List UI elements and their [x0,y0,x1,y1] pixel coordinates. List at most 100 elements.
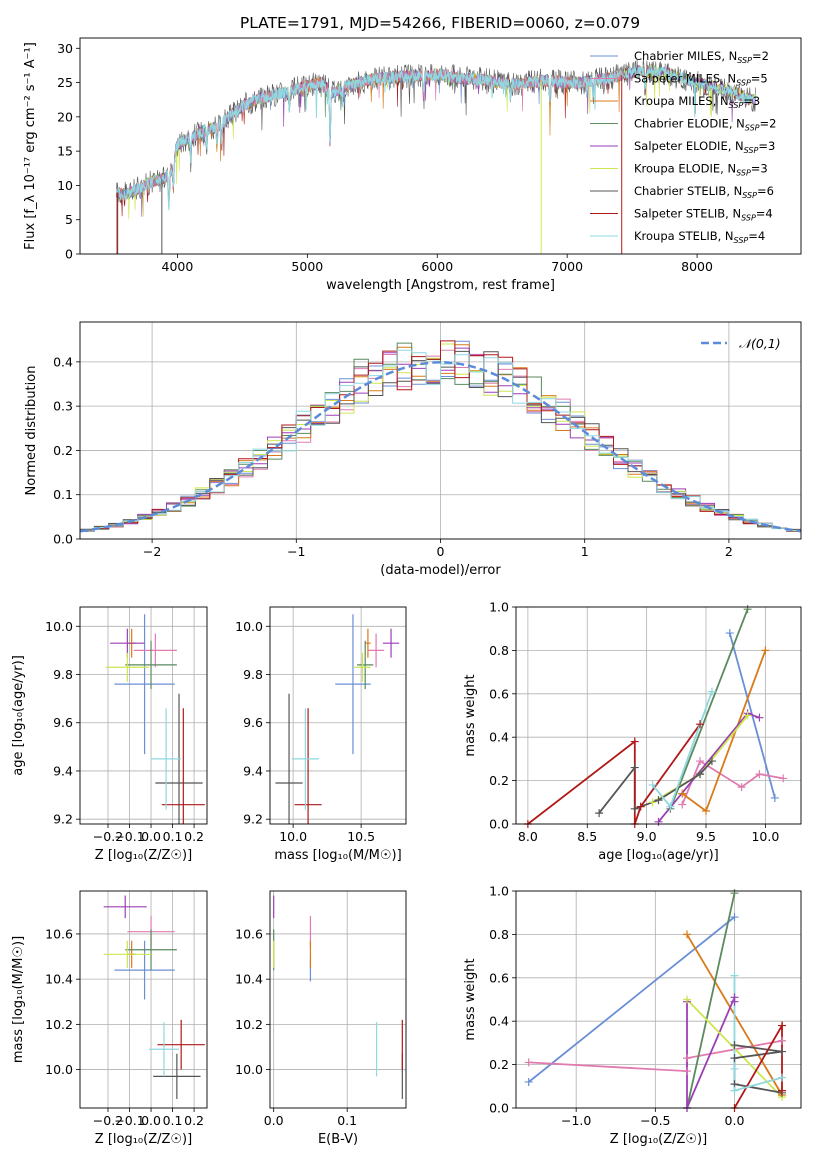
x-tick-label: −0.5 [640,1113,670,1128]
legend-label: Kroupa MILES, NSSP=3 [634,94,760,110]
gaussian-curve [80,361,801,533]
weight-marker [730,889,739,898]
y-tick-label: 9.2 [243,812,263,827]
y-tick-label: 9.6 [53,715,73,730]
legend-label-sub: SSP [736,169,751,178]
axes-frame [79,321,802,540]
y-tick-label: 20 [57,109,73,124]
legend-label: Chabrier MILES, NSSP=2 [634,49,769,65]
legend-label-text: Chabrier STELIB, N [634,184,742,198]
y-tick-label: 0.1 [53,487,73,502]
y-tick-label: 0.4 [53,354,73,369]
x-tick-label: 0 [437,544,445,559]
legend-label-sub: SSP [745,124,760,133]
x-axis-label: (data-model)/error [380,563,501,578]
y-tick-label: 9.4 [53,763,73,778]
x-axis-label: Z [log₁₀(Z/Z☉)] [610,1132,707,1147]
y-tick-label: 0.0 [53,532,73,547]
plot-area [115,58,756,254]
weight-marker [702,806,710,815]
y-tick-label: 9.6 [243,715,263,730]
y-tick-label: 10.4 [45,972,73,987]
x-axis-label: age [log₁₀(age/yr)] [598,848,719,863]
weight-marker [778,1086,786,1095]
weight-marker [524,1058,533,1067]
weight-marker [707,687,716,696]
weight-line [528,916,736,1083]
legend-label: Chabrier STELIB, NSSP=6 [634,184,774,200]
legend-label-tail: =2 [752,49,769,63]
legend-label-tail: =3 [758,139,775,153]
y-tick-label: 10.0 [235,1062,263,1077]
legend-label: 𝒩(0,1) [739,336,781,351]
y-tick-label: 10.0 [235,619,263,634]
x-axis-label: wavelength [Angstrom, rest frame] [326,278,555,293]
weight-marker [654,817,663,826]
x-axis-label: mass [log₁₀(M/M☉)] [274,848,401,863]
weight-marker [595,809,604,818]
legend-label-text: Salpeter STELIB, N [634,207,741,221]
legend-label-sub: SSP [744,146,759,155]
plot-area [275,614,400,824]
weight-marker [743,711,752,720]
legend-label-tail: =3 [743,94,760,108]
y-tick-label: 5 [65,212,73,227]
legend-label: Chabrier ELODIE, NSSP=2 [634,117,776,133]
axes-frame [515,606,802,825]
legend-label-sub: SSP [741,214,756,223]
legend-label-tail: =3 [751,162,768,176]
weight-line [669,608,749,810]
spectrum-panel: 4000 5000 6000 7000 8000 0 5 10 15 20 25 30 waveleng… [23,37,802,293]
x-tick-label: 9.5 [696,829,716,844]
legend-label-tail: =4 [748,229,765,243]
weight-marker [778,1036,786,1045]
weight-marker [683,1054,691,1063]
weight-marker [683,1067,691,1076]
y-tick-label: 1.0 [489,884,509,899]
x-tick-label: 10.5 [347,829,375,844]
weight-marker [730,1064,739,1073]
x-tick-label: −2 [143,544,161,559]
legend-label: Kroupa ELODIE, NSSP=3 [634,162,768,178]
plot-area [80,340,801,533]
legend-label: Salpeter MILES, NSSP=5 [634,72,768,88]
weight-line [686,893,736,1108]
y-tick-label: 1.0 [489,600,509,615]
weight-line [598,760,713,814]
legend-label-sub: SSP [736,79,751,88]
weight-marker [755,713,764,722]
weight-line [733,975,783,1092]
y-tick-label: 9.8 [53,667,73,682]
axes-frame [515,890,802,1109]
legend-label-text: Kroupa ELODIE, N [634,162,736,176]
page-title: PLATE=1791, MJD=54266, FIBERID=0060, z=0… [240,14,640,32]
legend-label-text: Salpeter MILES, N [634,72,736,86]
legend-label-sub: SSP [737,56,752,65]
weight-marker [725,629,734,638]
y-tick-label: 10.4 [235,972,263,987]
x-tick-label: 8000 [681,259,713,274]
weight-line [733,1022,783,1108]
x-tick-label: −1.0 [561,1113,591,1128]
weight-marker [779,774,788,783]
legend-label: Salpeter ELODIE, NSSP=3 [634,139,775,155]
legend-label-text: Salpeter ELODIE, N [634,139,744,153]
x-tick-label: 0.2 [184,1113,204,1128]
legend-label-text: Kroupa STELIB, N [634,229,734,243]
y-tick-label: 10.0 [45,619,73,634]
weight-marker [648,780,657,789]
weight-marker [696,757,705,766]
y-axis-label: mass [log₁₀(M/M☉)] [11,936,26,1063]
x-axis-label: E(B-V) [318,1132,358,1147]
x-tick-label: 1 [581,544,589,559]
axes-frame [269,606,407,825]
x-tick-label: 8.0 [518,829,538,844]
x-tick-label: −0.2 [93,1113,123,1128]
x-tick-label: −0.2 [93,829,123,844]
weight-marker [678,789,687,798]
x-tick-label: −0.1 [114,829,144,844]
weight-marker [696,770,705,779]
y-tick-label: 10.2 [235,1017,263,1032]
y-tick-label: 10.0 [45,1062,73,1077]
y-tick-label: 15 [57,144,73,159]
